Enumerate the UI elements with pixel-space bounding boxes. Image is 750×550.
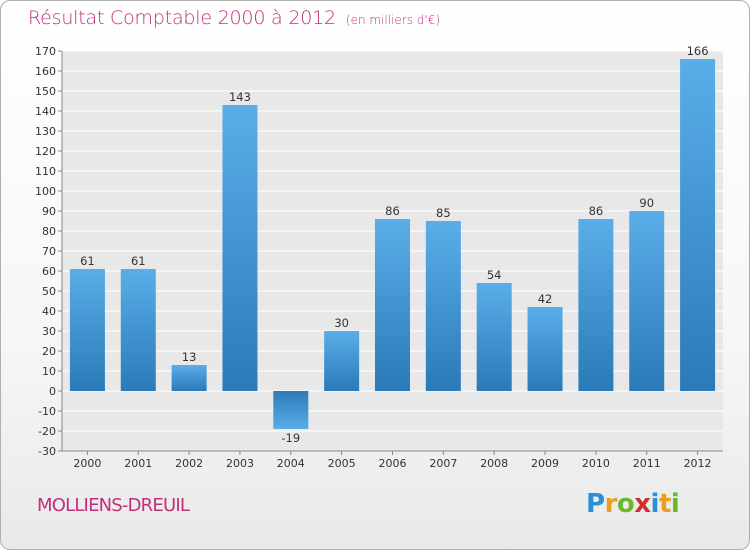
bar bbox=[120, 269, 156, 391]
bar bbox=[222, 105, 258, 391]
data-label: 143 bbox=[229, 90, 251, 104]
data-label: 30 bbox=[334, 316, 349, 330]
x-tick-label: 2002 bbox=[175, 457, 203, 470]
bar bbox=[273, 391, 309, 429]
y-tick-label: 120 bbox=[35, 145, 56, 158]
x-tick-label: 2001 bbox=[124, 457, 152, 470]
x-tick-label: 2004 bbox=[277, 457, 305, 470]
bar bbox=[680, 59, 716, 391]
x-tick-label: 2012 bbox=[684, 457, 712, 470]
proxiti-logo: Proxiti bbox=[586, 489, 680, 519]
bar bbox=[69, 269, 105, 391]
y-tick-label: 60 bbox=[42, 265, 56, 278]
y-tick-label: 70 bbox=[42, 245, 56, 258]
data-label: 61 bbox=[131, 254, 146, 268]
data-label: 166 bbox=[687, 44, 709, 58]
logo-letter: P bbox=[586, 489, 605, 519]
y-tick-label: 0 bbox=[49, 385, 56, 398]
y-tick-label: 30 bbox=[42, 325, 56, 338]
y-tick-label: 110 bbox=[35, 165, 56, 178]
y-tick-label: -20 bbox=[38, 425, 56, 438]
y-tick-label: 20 bbox=[42, 345, 56, 358]
y-tick-label: 80 bbox=[42, 225, 56, 238]
y-tick-label: -30 bbox=[38, 445, 56, 458]
logo-letter: i bbox=[650, 489, 660, 519]
chart-title-block: Résultat Comptable 2000 à 2012 (en millie… bbox=[28, 7, 440, 29]
x-tick-label: 2009 bbox=[531, 457, 559, 470]
x-tick-label: 2005 bbox=[328, 457, 356, 470]
bar bbox=[375, 219, 410, 391]
data-label: 85 bbox=[436, 206, 451, 220]
commune-name: MOLLIENS-DREUIL bbox=[37, 495, 190, 516]
y-tick-label: 160 bbox=[35, 65, 56, 78]
bar bbox=[476, 283, 512, 391]
chart-subtitle: (en milliers d'€) bbox=[345, 13, 441, 27]
bar bbox=[578, 219, 614, 391]
data-label: 42 bbox=[538, 292, 553, 306]
x-tick-label: 2006 bbox=[379, 457, 407, 470]
logo-letter: t bbox=[658, 489, 671, 519]
x-tick-label: 2003 bbox=[226, 457, 254, 470]
x-tick-label: 2008 bbox=[480, 457, 508, 470]
bar bbox=[527, 307, 563, 391]
data-label: 90 bbox=[639, 196, 654, 210]
data-label: 86 bbox=[589, 204, 604, 218]
logo-letter: x bbox=[634, 489, 651, 519]
y-tick-label: 170 bbox=[35, 45, 56, 58]
data-label: 86 bbox=[385, 204, 400, 218]
data-label: 13 bbox=[182, 350, 197, 364]
logo-letter: i bbox=[670, 489, 680, 519]
y-tick-label: 40 bbox=[42, 305, 56, 318]
y-tick-label: 90 bbox=[42, 205, 56, 218]
y-tick-label: 150 bbox=[35, 85, 56, 98]
x-tick-label: 2010 bbox=[582, 457, 610, 470]
x-tick-label: 2011 bbox=[633, 457, 661, 470]
chart-title: Résultat Comptable 2000 à 2012 bbox=[28, 7, 336, 29]
x-tick-label: 2000 bbox=[73, 457, 101, 470]
bar bbox=[324, 331, 360, 391]
y-tick-label: 130 bbox=[35, 125, 56, 138]
data-label: 61 bbox=[80, 254, 95, 268]
logo-letter: r bbox=[604, 489, 618, 519]
bar bbox=[629, 211, 665, 391]
x-tick-label: 2007 bbox=[429, 457, 457, 470]
y-tick-label: 50 bbox=[42, 285, 56, 298]
bar bbox=[171, 365, 207, 391]
y-tick-label: 140 bbox=[35, 105, 56, 118]
y-tick-label: 100 bbox=[35, 185, 56, 198]
bar bbox=[425, 221, 461, 391]
y-tick-label: 10 bbox=[42, 365, 56, 378]
data-label: -19 bbox=[281, 431, 300, 445]
y-tick-label: -10 bbox=[38, 405, 56, 418]
data-label: 54 bbox=[487, 268, 502, 282]
logo-letter: o bbox=[616, 489, 635, 519]
